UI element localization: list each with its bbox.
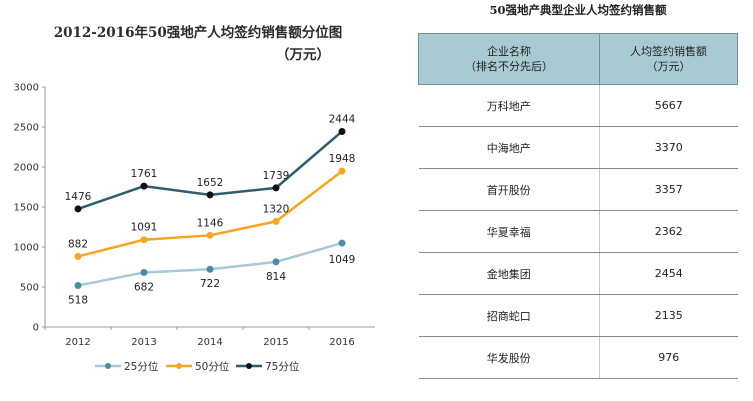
data-label: 1320 <box>263 203 290 215</box>
data-label: 1146 <box>197 217 224 229</box>
y-tick-label: 1500 <box>14 203 39 214</box>
data-point <box>272 184 280 192</box>
line-chart: 0 500 1000 1500 2000 2500 3000 2012 2013 2014 2015… <box>14 83 375 373</box>
company-name: 金地集团 <box>418 252 600 295</box>
table-row: 华夏幸福 2362 <box>418 210 738 253</box>
x-tick-label: 2016 <box>329 337 354 348</box>
x-tick-label: 2013 <box>131 337 156 348</box>
table-row: 万科地产 5667 <box>418 84 738 127</box>
data-point <box>272 258 280 266</box>
sales-value: 2362 <box>599 210 738 253</box>
data-label: 722 <box>200 278 220 290</box>
data-point <box>338 239 346 247</box>
data-point <box>338 127 346 135</box>
data-point <box>338 167 346 175</box>
data-point <box>74 252 82 260</box>
sales-value: 976 <box>599 336 738 379</box>
legend-marker <box>105 363 111 369</box>
data-label: 1049 <box>329 254 356 266</box>
data-label: 1948 <box>329 153 356 165</box>
data-point <box>206 231 214 239</box>
data-point <box>140 236 148 244</box>
company-name: 华夏幸福 <box>418 210 600 253</box>
chart-title: 2012-2016年50强地产人均签约销售额分位图 （万元） <box>18 22 378 66</box>
y-tick-label: 2500 <box>14 123 39 134</box>
header-sales-line2: （万元） <box>646 60 691 73</box>
data-point <box>74 282 82 290</box>
sales-value: 2135 <box>599 294 738 337</box>
table-title: 50强地产典型企业人均签约销售额 <box>489 3 667 17</box>
data-point <box>206 191 214 199</box>
y-tick-label: 500 <box>20 283 39 294</box>
data-label: 814 <box>266 271 286 283</box>
company-name: 华发股份 <box>418 336 600 379</box>
legend-marker <box>246 363 252 369</box>
y-tick-label: 2000 <box>14 163 39 174</box>
data-label: 2444 <box>329 113 356 125</box>
header-sales-line1: 人均签约销售额 <box>630 45 707 58</box>
sales-value: 2454 <box>599 252 738 295</box>
company-name: 中海地产 <box>418 126 600 169</box>
company-name: 首开股份 <box>418 168 600 211</box>
data-point <box>206 265 214 273</box>
table-row: 招商蛇口 2135 <box>418 294 738 337</box>
y-tick-label: 1000 <box>14 243 39 254</box>
sales-value: 3370 <box>599 126 738 169</box>
data-label: 682 <box>134 281 154 293</box>
table-row: 首开股份 3357 <box>418 168 738 211</box>
company-name: 招商蛇口 <box>418 294 600 337</box>
data-label: 1761 <box>131 168 158 180</box>
table-row: 华发股份 976 <box>418 336 738 379</box>
legend-label: 50分位 <box>195 360 230 373</box>
table-row: 金地集团 2454 <box>418 252 738 295</box>
data-label: 518 <box>68 295 88 307</box>
data-point <box>74 205 82 213</box>
chart-title-text: 2012-2016年50强地产人均签约销售额分位图 <box>53 25 343 41</box>
y-tick-label: 0 <box>33 323 39 334</box>
legend-label: 25分位 <box>124 360 159 373</box>
chart-unit: （万元） <box>276 47 330 63</box>
x-tick-label: 2012 <box>65 337 90 348</box>
data-label: 1652 <box>197 177 224 189</box>
table-row: 中海地产 3370 <box>418 126 738 169</box>
data-label: 1476 <box>65 191 92 203</box>
x-tick-label: 2014 <box>197 337 222 348</box>
data-point <box>140 182 148 190</box>
sales-table: 企业名称 （排名不分先后） 人均签约销售额 （万元） 万科地产 5667 中海地产… <box>418 33 738 379</box>
x-tick-label: 2015 <box>263 337 288 348</box>
header-company-line1: 企业名称 <box>487 45 531 58</box>
sales-value: 5667 <box>599 84 738 127</box>
data-point <box>272 217 280 225</box>
data-label: 1739 <box>263 170 290 182</box>
header-sales: 人均签约销售额 （万元） <box>599 33 738 85</box>
legend-label: 75分位 <box>265 360 300 373</box>
data-point <box>140 268 148 276</box>
data-label: 882 <box>68 238 88 250</box>
table-header-row: 企业名称 （排名不分先后） 人均签约销售额 （万元） <box>418 33 738 85</box>
header-company: 企业名称 （排名不分先后） <box>418 33 600 85</box>
legend-marker <box>176 363 182 369</box>
company-name: 万科地产 <box>418 84 600 127</box>
sales-value: 3357 <box>599 168 738 211</box>
y-tick-label: 3000 <box>14 83 39 94</box>
header-company-line2: （排名不分先后） <box>465 60 553 73</box>
data-label: 1091 <box>131 222 158 234</box>
